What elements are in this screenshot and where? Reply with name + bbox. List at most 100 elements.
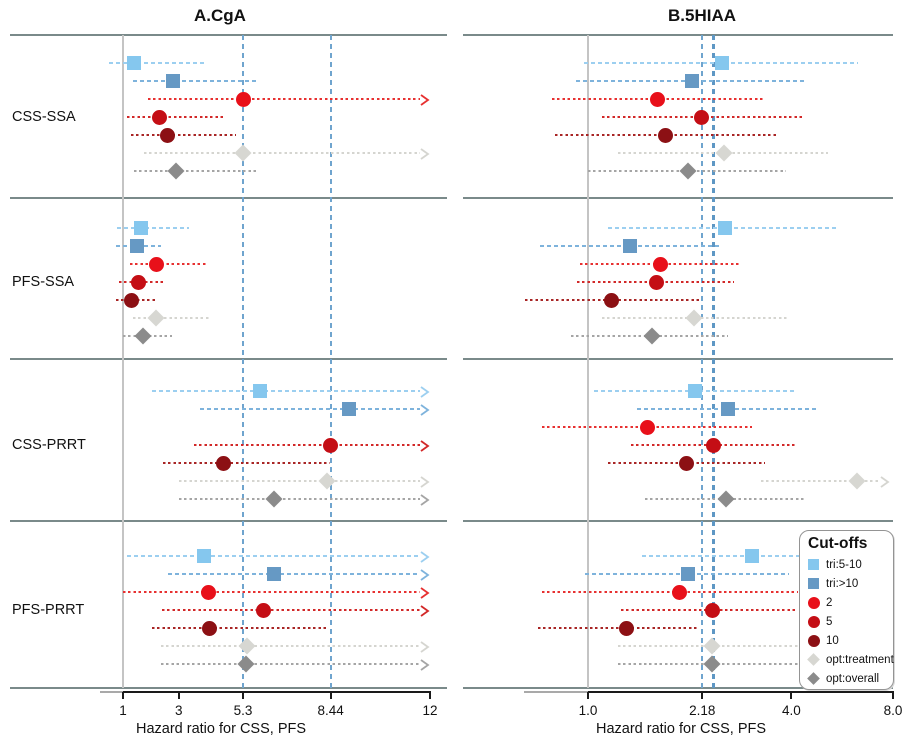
x-tick-label: 4.0	[781, 703, 801, 718]
marker-circle-10	[123, 292, 139, 308]
marker-square-tri:5-10	[808, 559, 819, 570]
group-separator-line	[463, 519, 893, 523]
marker-circle-2	[671, 584, 687, 600]
x-tick-label: 8.44	[317, 703, 344, 718]
marker-square-tri:>10	[166, 74, 181, 88]
marker-square-tri:5-10	[196, 549, 211, 563]
group-separator-line	[10, 357, 447, 361]
ci-line-tri:5-10	[109, 62, 207, 64]
legend-item-tri:>10: tri:>10	[808, 574, 893, 593]
group-separator-line	[463, 686, 893, 690]
legend-item-opt:treatment: opt:treatment	[807, 650, 894, 669]
panel-b-axis-title: Hazard ratio for CSS, PFS	[595, 721, 767, 737]
legend-item-opt:overall: opt:overall	[807, 669, 893, 688]
marker-diamond-opt:overall	[703, 655, 721, 673]
legend-circle-icon	[807, 634, 820, 647]
marker-diamond-opt:overall	[237, 655, 255, 673]
ci-line-opt:overall	[160, 663, 420, 665]
x-axis-tick	[177, 692, 180, 699]
ci-line-2	[129, 263, 209, 265]
marker-diamond-opt:treatment	[685, 309, 703, 327]
marker-diamond-opt:treatment	[715, 144, 733, 162]
x-tick-label: 1	[119, 703, 127, 718]
marker-diamond-opt:treatment	[234, 144, 252, 162]
marker-circle-10	[202, 620, 218, 636]
marker-circle-5	[706, 437, 722, 453]
marker-circle-5	[323, 437, 339, 453]
arrow-right-icon	[418, 385, 431, 398]
arrow-right-icon	[418, 586, 431, 599]
dashed-cutoff-line	[701, 35, 704, 688]
marker-diamond-opt:overall	[167, 162, 185, 180]
marker-circle-10	[160, 127, 176, 143]
legend-item-label: opt:treatment	[826, 653, 894, 666]
marker-diamond-opt:overall	[643, 327, 661, 345]
ci-line-tri:>10	[132, 80, 259, 82]
ci-line-opt:treatment	[178, 480, 420, 482]
group-separator-line	[463, 196, 893, 200]
ci-line-2	[541, 591, 799, 593]
marker-square-tri:>10	[681, 567, 696, 581]
ci-line-tri:5-10	[127, 555, 420, 557]
ci-line-10	[152, 627, 327, 629]
marker-circle-10	[603, 292, 619, 308]
marker-diamond-opt:treatment	[703, 637, 721, 655]
group-label-css-prrt: CSS-PRRT	[12, 437, 86, 453]
marker-diamond-opt:treatment	[848, 472, 866, 490]
reference-line-hr1	[122, 35, 124, 688]
ci-line-opt:overall	[178, 498, 420, 500]
marker-diamond-opt:overall	[717, 490, 735, 508]
x-tick-label: 2.18	[689, 703, 716, 718]
legend-circle-icon	[807, 615, 820, 628]
ci-line-5	[162, 609, 420, 611]
x-axis-tick	[242, 692, 244, 699]
legend-item-label: opt:overall	[826, 672, 880, 685]
panel-a-title: A.CgA	[194, 6, 246, 25]
marker-circle-10	[618, 620, 634, 636]
ci-line-5	[194, 444, 420, 446]
x-axis-line	[123, 691, 431, 693]
panel-a-axis-title: Hazard ratio for CSS, PFS	[135, 721, 307, 737]
legend-items: tri:5-10 tri:>10 2 5 10 opt:treatment opt:over…	[807, 555, 894, 688]
arrow-right-icon	[418, 439, 431, 452]
marker-circle-2	[148, 256, 164, 272]
x-tick-label: 1.0	[578, 703, 598, 718]
ci-line-opt:overall	[134, 170, 257, 172]
reference-line-hr1	[587, 35, 589, 688]
marker-diamond-opt:overall	[265, 490, 283, 508]
marker-square-tri:>10	[808, 578, 819, 589]
marker-square-tri:5-10	[134, 221, 149, 235]
x-axis-tick	[329, 692, 332, 699]
ci-line-tri:5-10	[642, 555, 801, 557]
legend-item-label: 10	[826, 634, 839, 647]
ci-line-tri:5-10	[152, 390, 420, 392]
arrow-right-icon	[418, 550, 431, 563]
legend-item-label: tri:>10	[826, 577, 859, 590]
x-axis-tick	[122, 692, 124, 699]
arrow-right-icon	[418, 93, 431, 106]
group-separator-line	[463, 357, 893, 361]
legend-item-label: 2	[826, 596, 833, 609]
marker-circle-5	[694, 109, 710, 125]
marker-circle-10	[679, 455, 695, 471]
legend-diamond-icon	[807, 653, 820, 666]
marker-circle-10	[807, 634, 820, 647]
ci-line-10	[131, 134, 237, 136]
marker-circle-2	[650, 91, 666, 107]
marker-diamond-opt:overall	[134, 327, 152, 345]
ci-line-2	[123, 591, 420, 593]
legend: Cut-offs tri:5-10 tri:>10 2 5 10 opt:treatmen…	[799, 530, 894, 690]
ci-line-opt:treatment	[132, 317, 210, 319]
marker-diamond-opt:overall	[679, 162, 697, 180]
arrow-right-icon	[418, 640, 431, 653]
dashed-cutoff-line	[242, 35, 244, 688]
arrow-right-icon	[418, 493, 431, 506]
marker-diamond-opt:treatment	[147, 309, 165, 327]
axis-lead-line	[524, 691, 588, 693]
ci-line-tri:>10	[199, 408, 420, 410]
arrow-right-icon	[878, 475, 891, 488]
ci-line-2	[148, 98, 420, 100]
legend-circle-icon	[807, 596, 820, 609]
arrow-right-icon	[418, 475, 431, 488]
